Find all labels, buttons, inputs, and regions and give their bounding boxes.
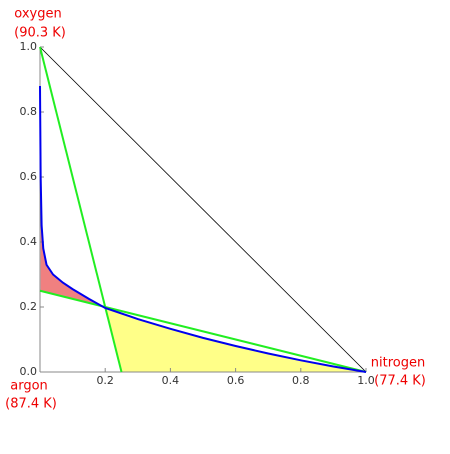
x-tick-label: 0.2 bbox=[96, 374, 114, 387]
line bbox=[39, 289, 367, 373]
annotation: (77.4 K) bbox=[374, 374, 426, 389]
y-tick-label: 0.2 bbox=[20, 300, 38, 313]
annotation: oxygen bbox=[14, 7, 61, 22]
region bbox=[105, 307, 366, 372]
x-tick-label: 0.8 bbox=[292, 374, 310, 387]
x-tick-label: 0.4 bbox=[162, 374, 180, 387]
x-tick-label: 1.0 bbox=[357, 374, 375, 387]
y-tick-label: 0.4 bbox=[20, 235, 38, 248]
annotation: argon bbox=[10, 379, 48, 394]
annotation: (87.4 K) bbox=[5, 397, 57, 412]
y-tick-label: 0.0 bbox=[20, 365, 38, 378]
annotation: (90.3 K) bbox=[14, 26, 66, 41]
y-tick-label: 0.8 bbox=[20, 105, 38, 118]
y-tick-label: 1.0 bbox=[20, 40, 38, 53]
y-tick-label: 0.6 bbox=[20, 170, 38, 183]
x-tick-label: 0.6 bbox=[227, 374, 245, 387]
line bbox=[39, 85, 367, 373]
line bbox=[39, 46, 123, 373]
line bbox=[39, 46, 367, 373]
annotation: nitrogen bbox=[371, 356, 425, 371]
